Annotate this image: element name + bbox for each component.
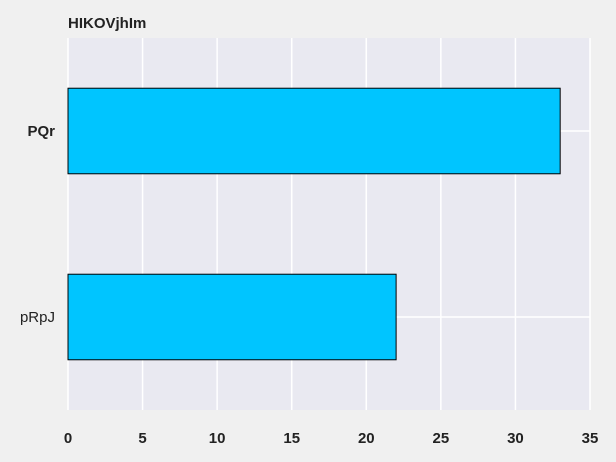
x-tick-label: 0 [64,430,72,447]
x-tick-label: 25 [433,430,450,447]
bar-pRpJ [67,273,397,361]
bar-PQr [67,87,561,175]
chart-title: HIKOVjhIm [68,15,146,32]
y-tick-label: pRpJ [20,309,55,326]
y-axis-ticks: PQr pRpJ [20,123,55,326]
x-tick-label: 20 [358,430,375,447]
x-tick-label: 5 [138,430,146,447]
x-axis-ticks: 0 5 10 15 20 25 30 35 [64,430,599,447]
bars [67,87,561,361]
x-tick-label: 30 [507,430,524,447]
x-tick-label: 35 [582,430,599,447]
y-tick-label: PQr [27,123,55,140]
x-tick-label: 15 [283,430,300,447]
x-tick-label: 10 [209,430,226,447]
